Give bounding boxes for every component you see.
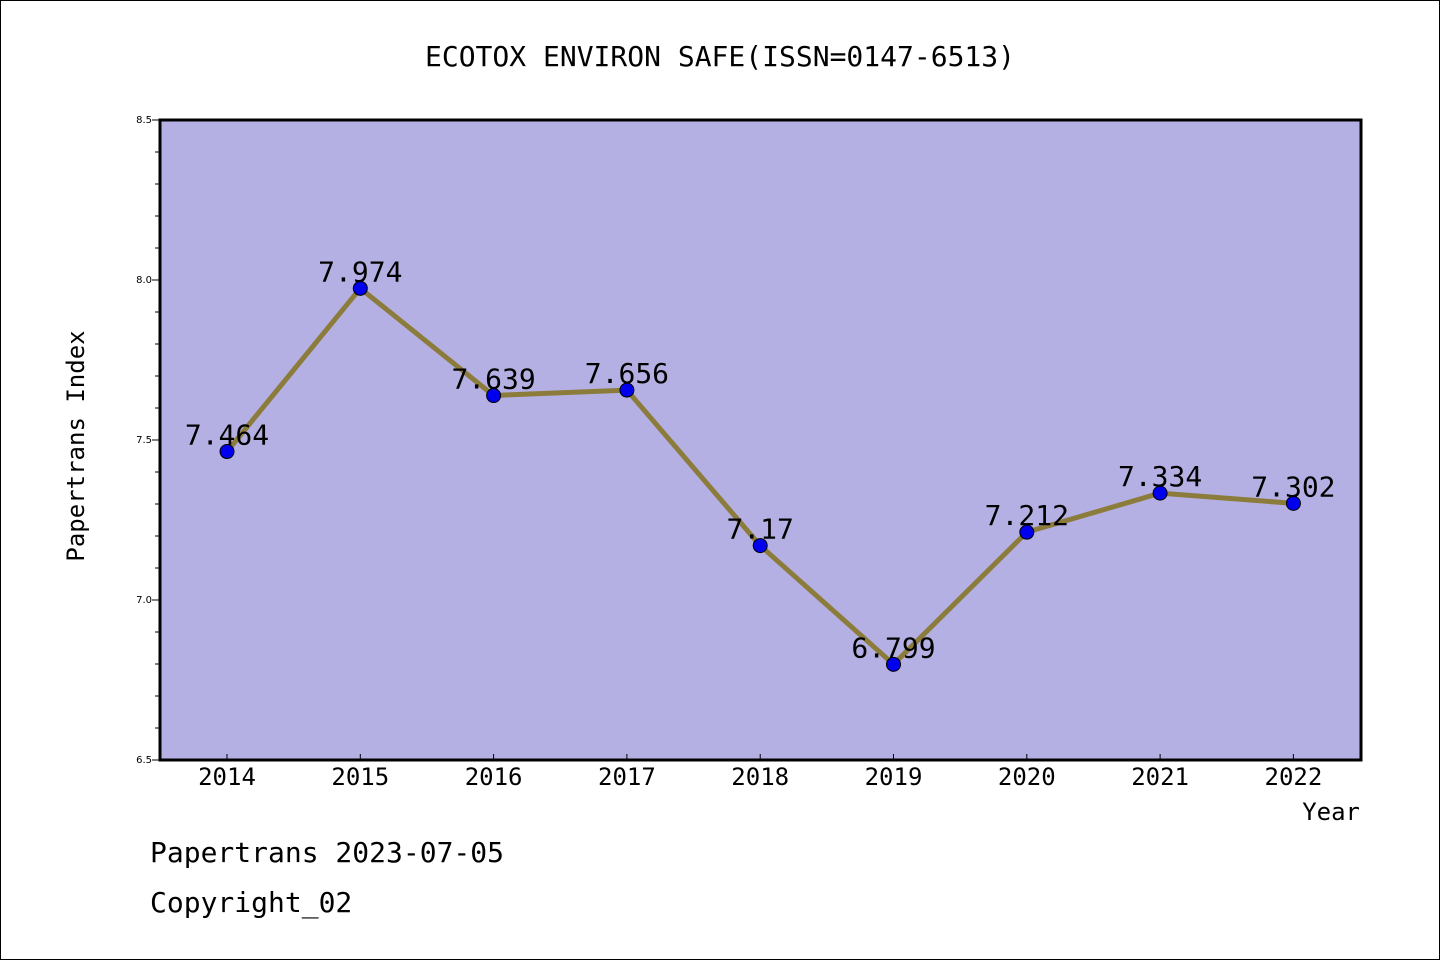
data-point (352, 280, 368, 296)
x-tick-label: 2021 (1131, 763, 1189, 791)
footer-date: Papertrans 2023-07-05 (150, 836, 505, 869)
data-label: 7.464 (185, 419, 269, 452)
data-point (1019, 524, 1035, 540)
data-label: 7.334 (1118, 460, 1202, 493)
x-tick-label: 2015 (331, 763, 389, 791)
x-tick-label: 2020 (998, 763, 1056, 791)
y-tick-label: 8.0 (136, 275, 152, 286)
y-tick-label: 6.5 (136, 755, 152, 766)
chart-title: ECOTOX ENVIRON SAFE(ISSN=0147-6513) (425, 40, 1015, 73)
x-tick-label: 2022 (1265, 763, 1323, 791)
data-label: 7.212 (985, 499, 1069, 532)
data-point (219, 444, 235, 460)
data-label: 6.799 (851, 631, 935, 664)
x-tick-label: 2016 (465, 763, 523, 791)
x-axis: 2014 2015 2016 2017 2018 2019 2020 2021 2022 (198, 754, 1322, 791)
x-tick-label: 2019 (865, 763, 923, 791)
data-point (752, 538, 768, 554)
data-label: 7.974 (318, 255, 402, 288)
y-axis: 6.5 7.0 7.5 8.0 8.5 (136, 115, 160, 766)
footer-copyright: Copyright_02 (150, 886, 353, 919)
plot-area (158, 118, 1363, 762)
y-tick-label: 7.0 (136, 595, 152, 606)
data-label: 7.17 (726, 513, 793, 546)
data-label: 7.639 (451, 363, 535, 396)
data-point (619, 382, 635, 398)
data-point (486, 388, 502, 404)
data-label: 7.302 (1251, 470, 1335, 503)
x-axis-label: Year (1302, 798, 1360, 826)
y-tick-label: 7.5 (136, 435, 152, 446)
x-tick-label: 2014 (198, 763, 256, 791)
data-point (1152, 485, 1168, 501)
data-label: 7.656 (585, 357, 669, 390)
x-tick-label: 2018 (731, 763, 789, 791)
data-point (886, 656, 901, 672)
data-point (1285, 495, 1301, 511)
x-tick-label: 2017 (598, 763, 656, 791)
series-line-group: 7.464 7.974 7.639 7.656 7.17 6.799 7.212 7.334 7… (185, 255, 1336, 672)
y-axis-label: Papertrans Index (62, 330, 90, 561)
y-tick-label: 8.5 (136, 115, 152, 126)
